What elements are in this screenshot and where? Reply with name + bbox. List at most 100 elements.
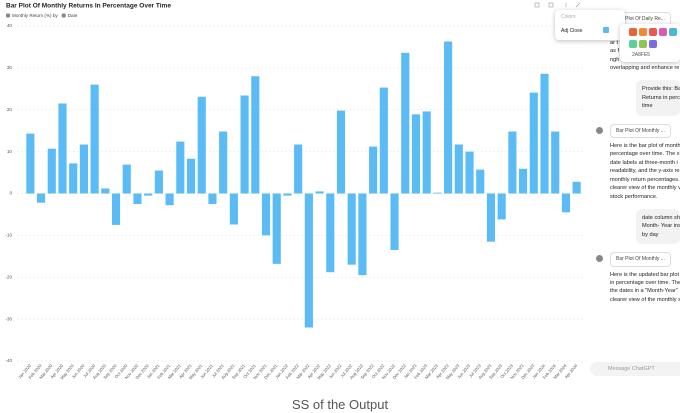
color-swatch[interactable] xyxy=(639,40,647,48)
color-swatch[interactable] xyxy=(659,28,667,36)
color-swatch[interactable] xyxy=(639,28,647,36)
bar xyxy=(219,131,228,194)
bar xyxy=(529,92,538,194)
bar xyxy=(561,193,571,213)
bar xyxy=(79,144,88,194)
message-line: the dates in a "Month-Year" xyxy=(610,288,678,295)
message-line: monthly return percentages. xyxy=(610,176,680,183)
message-line: Returns in percen xyxy=(642,94,680,101)
avatar xyxy=(596,126,603,134)
bar xyxy=(229,193,238,225)
color-picker: 2A8FE5 xyxy=(620,24,680,62)
series-label[interactable]: Adj Close xyxy=(561,28,583,34)
message-line: clearer view of the monthly v xyxy=(610,185,680,192)
y-tick-label: -10 xyxy=(5,233,12,238)
bar xyxy=(240,95,249,194)
message-line: ar t xyxy=(610,39,619,46)
y-tick-label: 20 xyxy=(7,107,13,112)
y-tick-label: -20 xyxy=(5,274,12,279)
color-swatch[interactable] xyxy=(649,40,657,48)
bar xyxy=(294,144,303,194)
toolbar-icon[interactable] xyxy=(575,2,581,8)
message-line: as f xyxy=(610,48,620,55)
toolbar xyxy=(534,2,581,8)
bar xyxy=(315,191,324,194)
bar xyxy=(326,193,335,273)
message-line: clearer view of the monthly s xyxy=(610,296,680,303)
assistant-message: Bar Plot Of Monthly ... Here is the updat… xyxy=(590,252,680,304)
bar xyxy=(133,193,142,204)
color-swatch[interactable] xyxy=(649,28,657,36)
bar xyxy=(122,164,131,194)
bar xyxy=(283,193,292,196)
bar xyxy=(379,87,388,194)
bar xyxy=(497,193,506,220)
tool-card[interactable]: Bar Plot Of Monthly ... xyxy=(610,252,671,267)
bar xyxy=(272,193,281,264)
bar xyxy=(390,193,399,251)
bar xyxy=(422,111,431,194)
toolbar-icon[interactable] xyxy=(548,2,554,8)
bar xyxy=(36,193,46,203)
series-swatch[interactable] xyxy=(603,27,609,33)
message-line: percentage over time. The x xyxy=(610,151,680,158)
bar xyxy=(26,133,35,194)
color-swatch[interactable] xyxy=(669,28,677,36)
bar xyxy=(251,76,260,194)
bar xyxy=(261,193,271,236)
bar xyxy=(197,96,206,194)
bar xyxy=(486,193,496,242)
color-swatch[interactable] xyxy=(629,28,637,36)
popup-title: Colors xyxy=(561,14,576,20)
tool-card[interactable]: Bar Plot Of Monthly ... xyxy=(610,123,671,139)
bar xyxy=(144,193,153,196)
toolbar-icon[interactable] xyxy=(534,2,540,8)
bar xyxy=(69,163,78,194)
bar xyxy=(508,131,517,194)
legend-label: Monthly Return (%) by xyxy=(12,13,58,18)
bar xyxy=(540,73,549,194)
bar xyxy=(208,193,217,204)
color-popup: Colors Adj Close xyxy=(555,10,625,40)
chat-sidebar: Bar Plot Of Daily Re...rfar tas fnghover… xyxy=(590,0,680,385)
bar xyxy=(176,141,185,194)
message-line: overlapping and enhance re xyxy=(610,65,680,72)
user-message: date column sho Month- Year inst by day xyxy=(636,208,680,245)
message-line: date column sho xyxy=(642,214,680,221)
message-line: in percentage over time. The xyxy=(610,279,680,286)
bar xyxy=(433,192,442,194)
chart: Bar Plot Of Monthly Returns In Percentag… xyxy=(5,2,586,380)
bar xyxy=(90,84,99,194)
bar xyxy=(358,193,367,276)
message-line: date labels at three-month i xyxy=(610,159,678,166)
bar xyxy=(154,170,163,194)
bar xyxy=(454,144,463,194)
bar xyxy=(401,52,410,194)
message-line: ngh xyxy=(610,56,620,63)
color-swatch[interactable] xyxy=(629,40,637,48)
legend-swatch xyxy=(6,13,10,18)
chart-title: Bar Plot Of Monthly Returns In Percentag… xyxy=(6,3,171,10)
message-line: by day xyxy=(642,231,659,238)
caption: SS of the Output xyxy=(291,397,389,412)
bar xyxy=(336,110,346,194)
hex-value[interactable]: 2A8FE5 xyxy=(632,52,651,58)
message-line: Here is the updated bar plot xyxy=(610,271,680,278)
message-line: readability, and the y-axis re xyxy=(610,168,680,175)
bar xyxy=(58,103,67,194)
bar xyxy=(186,158,196,194)
message-line: stock performance. xyxy=(610,193,658,200)
bar xyxy=(369,146,378,194)
bar xyxy=(519,168,528,194)
message-input[interactable]: Message ChatGPT xyxy=(590,362,680,376)
bar xyxy=(444,41,453,194)
avatar xyxy=(596,255,603,263)
legend-label: Date xyxy=(68,13,78,18)
y-tick-label: 10 xyxy=(7,149,13,154)
message-line: Here is the bar plot of month xyxy=(610,143,680,150)
bar xyxy=(165,193,174,206)
bar xyxy=(465,151,474,194)
y-tick-label: -40 xyxy=(5,358,12,363)
